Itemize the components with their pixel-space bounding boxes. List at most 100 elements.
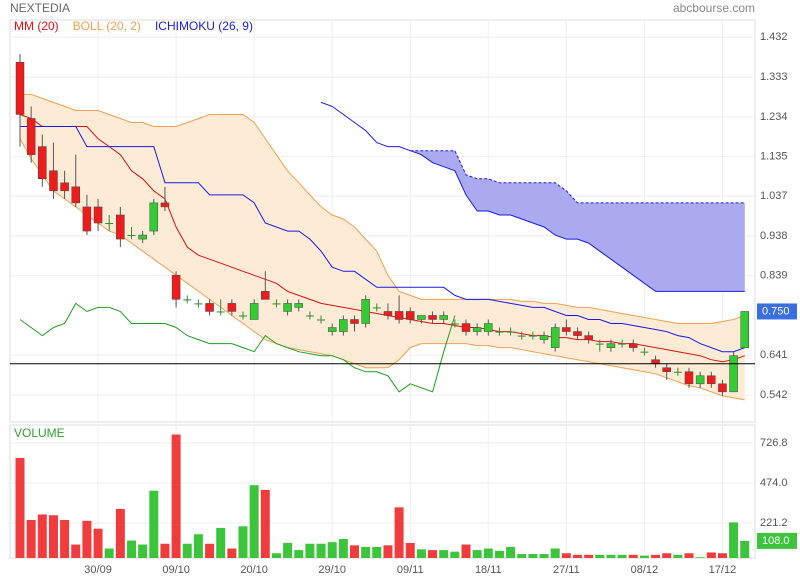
- volume-bar: [327, 542, 337, 558]
- volume-bar: [48, 515, 58, 558]
- volume-bar: [15, 457, 25, 558]
- candle-body: [127, 235, 136, 237]
- candle-body: [361, 299, 370, 324]
- volume-bar: [149, 490, 159, 558]
- candle-body: [528, 335, 537, 337]
- volume-bar: [271, 553, 281, 558]
- volume-bar: [93, 528, 103, 558]
- volume-bar: [405, 542, 415, 558]
- price-tag: [757, 303, 797, 320]
- volume-bar: [561, 553, 571, 558]
- candle-body: [149, 202, 159, 232]
- volume-bar: [472, 550, 482, 558]
- x-tick-label: 20/10: [240, 564, 268, 576]
- volume-bar: [82, 520, 92, 558]
- volume-tag: [757, 532, 797, 549]
- volume-bar: [439, 550, 449, 558]
- volume-bar: [37, 514, 47, 558]
- y-tick-label: 0.641: [760, 349, 788, 361]
- candle-body: [26, 118, 36, 155]
- legend-entry: ICHIMOKU (26, 9): [155, 19, 253, 33]
- volume-bar: [639, 555, 649, 558]
- volume-bar: [494, 550, 504, 558]
- volume-bar: [383, 545, 393, 558]
- indicator-line: [19, 114, 745, 363]
- candle-body: [138, 234, 147, 240]
- indicator-line: [410, 150, 745, 204]
- candle-body: [372, 307, 381, 309]
- volume-bar: [450, 551, 460, 558]
- candle-body: [317, 319, 326, 321]
- volume-bar: [416, 549, 426, 558]
- candle-body: [71, 186, 80, 204]
- volume-bar: [617, 554, 627, 558]
- volume-bar: [182, 543, 192, 558]
- candle-body: [216, 311, 225, 313]
- candle-body: [272, 303, 281, 305]
- y-tick-label: 1.037: [760, 190, 788, 202]
- x-tick-label: 08/12: [631, 564, 659, 576]
- candle-body: [718, 383, 727, 393]
- candle-body: [327, 327, 337, 332]
- volume-bar: [606, 554, 616, 558]
- candle-body: [183, 299, 192, 301]
- candle-body: [239, 315, 247, 317]
- candle-body: [450, 323, 459, 325]
- candle-body: [93, 206, 103, 224]
- indicator-line: [19, 138, 745, 401]
- x-tick-label: 27/11: [553, 564, 580, 576]
- y-tick-label: 1.135: [760, 151, 788, 163]
- candle-body: [383, 311, 393, 316]
- candle-body: [562, 327, 571, 332]
- volume-bar: [238, 526, 248, 558]
- volume-bar: [127, 540, 136, 558]
- candle-body: [662, 367, 671, 373]
- x-tick-label: 18/11: [475, 564, 502, 576]
- candle-body: [339, 319, 348, 332]
- candle-body: [15, 61, 25, 115]
- legend-entry: MM (20): [14, 19, 59, 33]
- volume-bar: [316, 543, 326, 558]
- volume-bar: [372, 546, 382, 558]
- candle-body: [472, 327, 482, 332]
- candle-body: [618, 343, 627, 345]
- volume-bar: [461, 544, 471, 558]
- bollinger-fill: [20, 94, 745, 400]
- volume-bar: [26, 520, 36, 558]
- candle-body: [673, 371, 682, 373]
- candle-body: [539, 335, 549, 340]
- candle-body: [428, 315, 437, 320]
- candle-body: [294, 303, 303, 308]
- volume-bar: [428, 550, 438, 558]
- volume-bar: [539, 554, 549, 558]
- candle-body: [606, 343, 616, 348]
- x-tick-label: 17/12: [709, 564, 737, 576]
- volume-bar: [651, 554, 661, 558]
- volume-bar: [60, 520, 70, 558]
- candle-body: [160, 202, 170, 208]
- volume-bar: [260, 489, 270, 558]
- volume-bar: [171, 434, 181, 558]
- volume-bar: [740, 540, 750, 558]
- candle-body: [461, 323, 471, 332]
- volume-bar: [506, 546, 516, 558]
- volume-tag-label: 108.0: [762, 535, 790, 547]
- panel-title: VOLUME: [14, 426, 65, 440]
- candle-body: [350, 319, 359, 324]
- candle-body: [116, 214, 125, 240]
- candle-body: [651, 359, 660, 364]
- volume-bar: [160, 543, 170, 558]
- candle-body: [417, 315, 426, 320]
- candle-body: [82, 206, 92, 232]
- y-tick-label: 221.2: [760, 517, 788, 529]
- y-tick-label: 726.8: [760, 437, 788, 449]
- candle-body: [584, 335, 593, 340]
- candle-body: [205, 303, 214, 312]
- candle-body: [629, 343, 638, 348]
- volume-bar: [717, 553, 727, 558]
- volume-panel: [9, 424, 756, 559]
- y-tick-label: 0.938: [760, 230, 788, 242]
- y-tick-label: 0.542: [760, 389, 788, 401]
- volume-bar: [305, 543, 315, 558]
